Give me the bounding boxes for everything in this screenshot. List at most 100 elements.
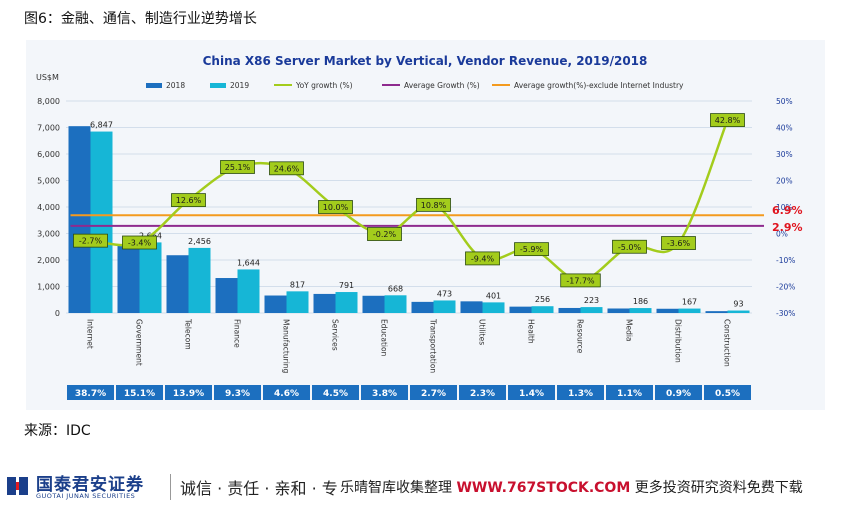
- bar-2018: [68, 126, 91, 313]
- bar-data-label: 791: [339, 281, 354, 290]
- y-tick-left: 4,000: [37, 203, 60, 212]
- bar-2019: [531, 306, 554, 313]
- bar-2019: [139, 242, 162, 313]
- yoy-label: 10.0%: [318, 200, 353, 214]
- category-label: Education: [380, 319, 389, 357]
- yoy-label-text: 10.8%: [421, 201, 447, 210]
- bar-data-label: 167: [682, 298, 697, 307]
- share-cell: [165, 385, 212, 400]
- y-tick-right: -20%: [776, 283, 795, 292]
- yoy-label-text: -17.7%: [566, 276, 595, 285]
- y-tick-right: 50%: [776, 97, 793, 106]
- share-value: 4.6%: [274, 389, 299, 399]
- share-cell: [116, 385, 163, 400]
- yoy-label: -3.4%: [122, 235, 157, 250]
- brand-slogan: 诚信 · 责任 · 亲和 · 专: [180, 479, 338, 498]
- category-label: Transportation: [429, 318, 438, 373]
- bar-2018: [509, 306, 532, 313]
- yoy-label: 12.6%: [171, 193, 206, 208]
- yoy-label-box: [269, 161, 304, 176]
- category-label: Manufacturing: [282, 319, 291, 374]
- category-label: Government: [135, 319, 144, 366]
- yoy-label-text: 10.0%: [323, 203, 349, 212]
- y-tick-right: 0%: [776, 230, 788, 239]
- bar-2018: [460, 301, 483, 313]
- yoy-label-text: -0.2%: [373, 230, 397, 239]
- share-value: 3.8%: [372, 389, 397, 399]
- yoy-label: -0.2%: [367, 227, 402, 241]
- yoy-label-box: [416, 197, 451, 212]
- share-cell: [214, 385, 261, 400]
- yoy-label-text: -2.7%: [79, 237, 103, 246]
- bar-data-label: 1,644: [237, 258, 260, 267]
- bar-2019: [90, 131, 113, 313]
- yoy-label-text: -9.4%: [471, 254, 495, 263]
- category-label: Construction: [723, 319, 732, 367]
- watermark: 乐晴智库收集整理 WWW.767STOCK.COM 更多投资研究资料免费下载: [340, 477, 803, 497]
- legend-swatch-2018: [146, 83, 162, 88]
- category-label: Telecom: [184, 318, 193, 350]
- yoy-label-text: -3.6%: [667, 239, 691, 248]
- share-value: 1.3%: [568, 389, 593, 399]
- yoy-label-box: [171, 193, 206, 208]
- brand-name: 国泰君安证券: [36, 475, 144, 495]
- chart-title: China X86 Server Market by Vertical, Ven…: [203, 54, 648, 68]
- share-cell: [508, 385, 555, 400]
- bar-2019: [384, 295, 407, 313]
- yoy-label: 42.8%: [710, 113, 745, 127]
- bar-2018: [264, 295, 287, 313]
- category-label: Resource: [576, 319, 585, 354]
- source-note: 来源：IDC: [24, 423, 91, 439]
- yoy-label-box: [220, 160, 255, 174]
- yoy-label-text: -3.4%: [128, 239, 152, 248]
- share-cell: [410, 385, 457, 400]
- bar-2019: [580, 307, 603, 313]
- avg-growth-label: 2.9%: [772, 221, 803, 234]
- category-label: Services: [331, 319, 340, 351]
- bar-data-label: 223: [584, 296, 599, 305]
- bar-data-label: 93: [733, 300, 743, 309]
- yoy-label: 25.1%: [220, 160, 255, 174]
- legend-label-2019: 2019: [230, 81, 249, 90]
- y-tick-right: 20%: [776, 177, 793, 186]
- share-value: 4.5%: [323, 389, 348, 399]
- yoy-label: -2.7%: [73, 233, 108, 248]
- bar-2019: [433, 300, 456, 313]
- yoy-label-box: [661, 236, 696, 250]
- share-cell: [459, 385, 506, 400]
- share-cell: [263, 385, 310, 400]
- legend-label-2018: 2018: [166, 81, 185, 90]
- chart-area: China X86 Server Market by Vertical, Ven…: [26, 40, 825, 410]
- y-tick-left: 6,000: [37, 150, 60, 159]
- yoy-label-text: 42.8%: [715, 116, 741, 125]
- y-tick-left: 1,000: [37, 283, 60, 292]
- category-label: Media: [625, 319, 634, 342]
- y-tick-left: 8,000: [37, 97, 60, 106]
- figure-title: 图6：金融、通信、制造行业逆势增长: [24, 11, 257, 27]
- bar-2019: [335, 292, 358, 313]
- y-tick-right: -30%: [776, 309, 795, 318]
- y-tick-right: -10%: [776, 256, 795, 265]
- yoy-label-box: [318, 200, 353, 214]
- bar-2019: [188, 247, 211, 313]
- share-cell: [704, 385, 751, 400]
- share-cell: [606, 385, 653, 400]
- bar-2019: [286, 291, 309, 313]
- bar-data-label: 6,847: [90, 121, 113, 130]
- y-tick-left: 0: [55, 309, 60, 318]
- bar-2018: [215, 278, 238, 313]
- bar-2018: [166, 255, 189, 313]
- legend-swatch-2019: [210, 83, 226, 88]
- share-value: 15.1%: [124, 389, 155, 399]
- bar-2018: [656, 308, 679, 313]
- yoy-label-box: [612, 239, 647, 254]
- watermark-prefix: 乐晴智库收集整理: [340, 480, 457, 496]
- yoy-label: 10.8%: [416, 197, 451, 212]
- category-label: Internet: [86, 319, 95, 349]
- bar-2018: [117, 244, 140, 313]
- bar-2019: [237, 269, 260, 313]
- share-cell: [312, 385, 359, 400]
- yoy-label-text: 25.1%: [225, 163, 251, 172]
- yoy-label: -9.4%: [465, 251, 500, 266]
- share-value: 1.4%: [519, 389, 544, 399]
